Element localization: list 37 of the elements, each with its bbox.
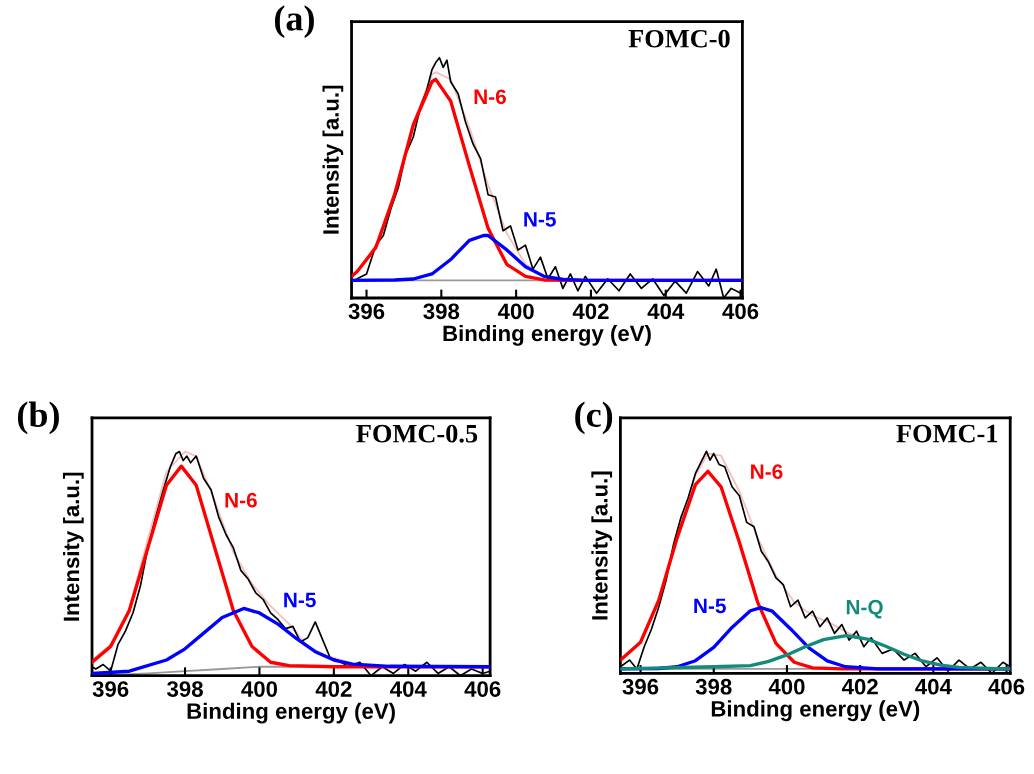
x-tick-label: 402 (841, 678, 878, 695)
chart-title: (b) (17, 401, 59, 435)
x-tick-label: 400 (497, 303, 534, 320)
series-label: N-Q (846, 599, 883, 619)
series-label: N-6 (751, 464, 783, 480)
x-tick-label: 404 (390, 681, 427, 697)
text: FOMC-0.5 (356, 424, 478, 443)
x-tick-label: 402 (572, 303, 609, 320)
x-axis-title: Binding energy (eV) (443, 324, 651, 346)
x-tick-label: 404 (915, 678, 952, 695)
series-label: N-5 (524, 212, 556, 227)
x-tick-label: 400 (768, 678, 805, 695)
y-axis-title: Intensity [a.u.] (322, 85, 344, 234)
x-axis-title: Binding energy (eV) (711, 700, 920, 722)
series-label: N-5 (284, 592, 316, 608)
chart-title: (a) (274, 5, 314, 39)
series-label: N-6 (225, 492, 257, 508)
chart-title: (c) (575, 401, 613, 435)
y-axis-title: Intensity [a.u.] (591, 471, 613, 620)
series-label: N-5 (694, 598, 726, 614)
text: FOMC-1 (896, 424, 998, 443)
x-tick-label: 400 (241, 681, 278, 697)
x-tick-label: 398 (167, 681, 203, 697)
x-tick-label: 396 (92, 681, 129, 697)
x-tick-label: 402 (315, 681, 352, 697)
series-label: N-6 (474, 89, 506, 105)
x-tick-label: 396 (622, 678, 659, 695)
x-tick-label: 398 (423, 303, 460, 320)
x-tick-label: 396 (348, 303, 385, 320)
x-tick-label: 398 (695, 678, 732, 695)
text: FOMC-0 (628, 29, 730, 48)
x-axis-title: Binding energy (eV) (187, 702, 395, 724)
x-tick-label: 406 (464, 681, 501, 697)
x-tick-label: 404 (647, 303, 685, 320)
x-tick-label: 406 (988, 678, 1025, 695)
x-tick-label: 406 (722, 303, 759, 320)
y-axis-title: Intensity [a.u.] (62, 472, 84, 621)
